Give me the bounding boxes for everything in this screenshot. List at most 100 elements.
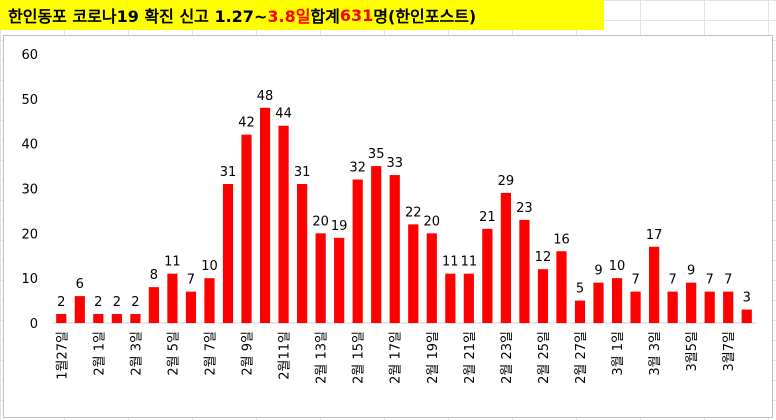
- bar: [93, 314, 104, 323]
- x-tick-label: 2월11일: [278, 331, 293, 380]
- bar: [259, 107, 271, 323]
- bar: [74, 296, 85, 323]
- x-tick-label: 3월7일: [722, 331, 737, 371]
- bar: [574, 300, 586, 323]
- title-part-5: 명(한인포스트): [373, 7, 477, 26]
- y-tick-label: 0: [30, 317, 38, 332]
- data-label: 20: [312, 214, 329, 229]
- x-tick-label: 2월 7일: [203, 331, 218, 376]
- data-label: 7: [724, 273, 732, 288]
- data-label: 7: [187, 273, 195, 288]
- bar: [556, 251, 567, 323]
- data-label: 2: [131, 295, 139, 310]
- data-label: 23: [516, 201, 533, 216]
- bar: [241, 134, 252, 323]
- bar: [371, 166, 382, 323]
- bar: [148, 287, 159, 323]
- data-label: 32: [349, 161, 366, 176]
- data-label: 17: [646, 228, 663, 243]
- bar: [315, 233, 326, 323]
- data-label: 35: [368, 147, 385, 162]
- chart-area[interactable]: [3, 35, 773, 418]
- data-label: 3: [743, 291, 751, 306]
- bar: [56, 314, 67, 323]
- bar: [500, 192, 511, 323]
- data-label: 9: [594, 264, 602, 279]
- x-tick-label: 2월 19일: [426, 331, 441, 384]
- bar: [352, 179, 363, 323]
- data-label: 5: [576, 282, 584, 297]
- x-tick-label: 2월 13일: [315, 331, 330, 384]
- bar: [445, 273, 456, 323]
- bar: [519, 219, 530, 323]
- bar: [167, 273, 178, 323]
- x-tick-label: 2월 9일: [241, 331, 256, 376]
- title-part-4: 631: [339, 5, 374, 25]
- data-label: 12: [535, 250, 552, 265]
- bar: [667, 291, 678, 323]
- bar: [630, 291, 641, 323]
- data-label: 44: [275, 107, 292, 122]
- bar: [130, 314, 141, 323]
- bar: [611, 278, 623, 323]
- x-tick-label: 2월 15일: [352, 331, 367, 384]
- x-tick-label: 2월 21일: [463, 331, 478, 384]
- bar: [278, 125, 289, 323]
- y-tick-label: 30: [21, 183, 38, 198]
- title-part-3: 합계: [310, 7, 340, 26]
- y-tick-label: 40: [21, 138, 38, 153]
- bar: [537, 269, 549, 323]
- data-label: 6: [76, 277, 84, 292]
- data-label: 8: [150, 268, 158, 283]
- bar: [334, 237, 345, 323]
- bar: [593, 282, 604, 323]
- y-tick-label: 60: [21, 48, 38, 63]
- bar: [704, 291, 715, 323]
- data-label: 7: [631, 273, 639, 288]
- bar: [297, 184, 308, 323]
- data-label: 31: [294, 165, 311, 180]
- data-label: 33: [386, 156, 403, 171]
- bar: [482, 228, 493, 323]
- y-tick-label: 50: [21, 93, 38, 108]
- data-label: 16: [553, 232, 570, 247]
- bar: [723, 291, 734, 323]
- x-tick-label: 2월 27일: [574, 331, 589, 384]
- data-label: 7: [706, 273, 714, 288]
- x-tick-label: 3월5일: [685, 331, 700, 371]
- bar: [686, 282, 697, 323]
- bar: [741, 309, 752, 323]
- x-tick-label: 2월 5일: [166, 331, 181, 376]
- y-tick-label: 20: [21, 227, 38, 242]
- data-label: 22: [405, 205, 422, 220]
- bar: [408, 224, 419, 323]
- x-tick-label: 2월 3일: [129, 331, 144, 376]
- y-tick-label: 10: [21, 272, 38, 287]
- data-label: 48: [257, 89, 274, 104]
- data-label: 11: [442, 255, 459, 270]
- data-label: 20: [424, 214, 441, 229]
- bar: [204, 278, 215, 323]
- x-tick-label: 1월27일: [55, 331, 70, 380]
- data-label: 11: [164, 255, 181, 270]
- bar: [426, 233, 437, 323]
- data-label: 2: [57, 295, 65, 310]
- title-part-2: 3.8일: [267, 7, 311, 26]
- data-label: 21: [479, 210, 496, 225]
- chart-title-banner: 한인동포 코로나19 확진 신고 1.27~ 3.8일 합계 631 명(한인포스트…: [0, 0, 604, 30]
- data-label: 42: [238, 116, 255, 131]
- x-tick-label: 2월 23일: [500, 331, 515, 384]
- data-label: 31: [220, 165, 237, 180]
- data-label: 10: [201, 259, 218, 274]
- x-tick-label: 3월 3일: [648, 331, 663, 376]
- data-label: 2: [113, 295, 121, 310]
- data-label: 11: [461, 255, 478, 270]
- bar: [463, 273, 474, 323]
- bar: [185, 291, 197, 323]
- bar: [649, 246, 660, 323]
- bar: [222, 184, 234, 323]
- x-tick-label: 2월 17일: [389, 331, 404, 384]
- bar: [111, 314, 122, 323]
- data-label: 7: [668, 273, 676, 288]
